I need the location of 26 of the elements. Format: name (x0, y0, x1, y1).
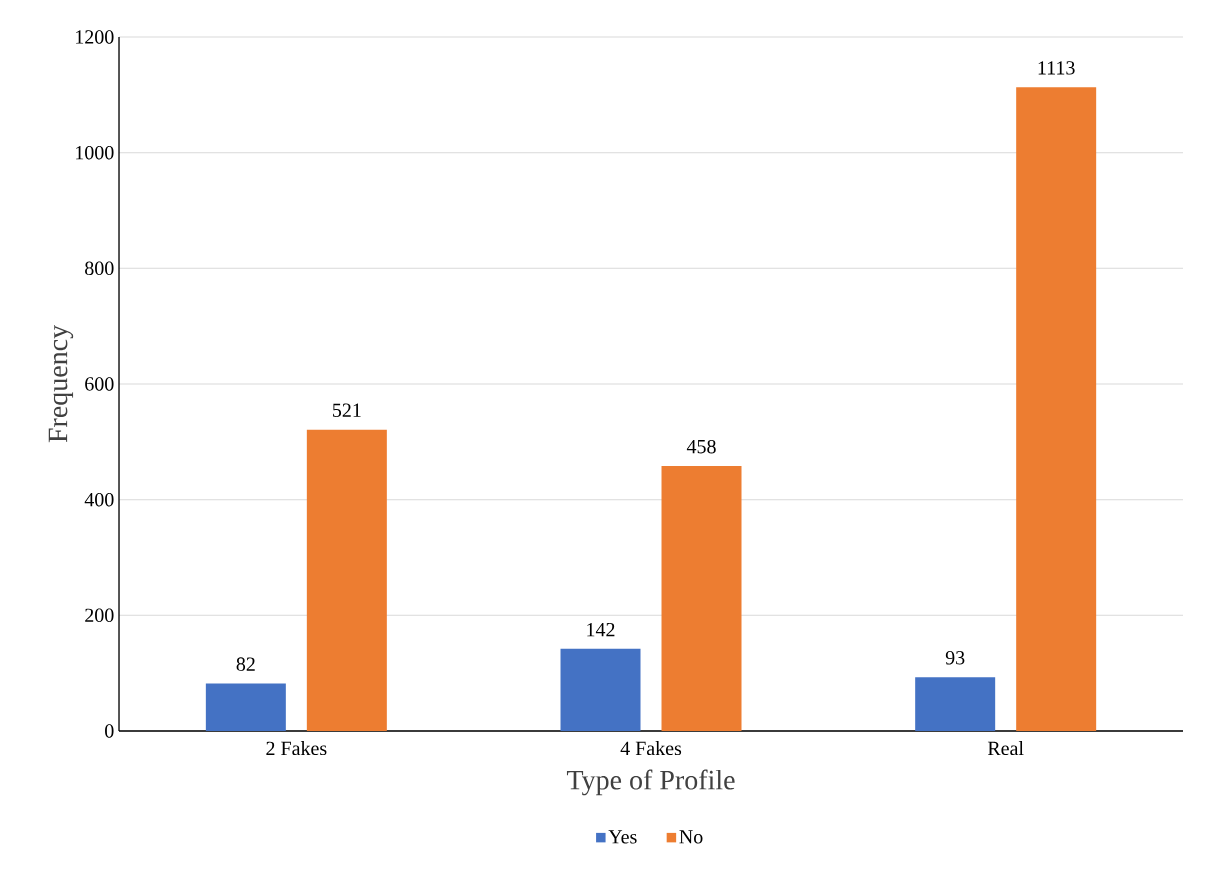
y-tick-label: 0 (105, 724, 114, 738)
bar (915, 677, 996, 731)
legend-label: Yes (608, 830, 637, 844)
data-label: 142 (587, 622, 615, 637)
y-tick-label: 200 (85, 608, 114, 623)
y-tick-label: 400 (84, 492, 114, 507)
data-label: 458 (686, 439, 716, 454)
data-label: 93 (945, 651, 965, 665)
legend-label: No (679, 830, 703, 844)
bar (560, 648, 641, 731)
x-tick-label: 4 Fakes (620, 741, 682, 756)
bar (205, 683, 286, 731)
y-tick-label: 1200 (76, 30, 114, 44)
y-tick-label: 1000 (76, 145, 114, 160)
data-label: 1113 (1038, 61, 1075, 75)
bar (306, 429, 387, 731)
x-tick-label: Real (987, 741, 1024, 756)
y-tick-label: 600 (85, 377, 114, 391)
bar (1016, 87, 1097, 731)
x-tick-label: 2 Fakes (266, 741, 327, 756)
x-axis-title: Type of Profile (566, 769, 735, 796)
y-axis-title: Frequency (48, 325, 74, 443)
data-label: 521 (333, 403, 361, 417)
data-label: 82 (236, 657, 255, 671)
bar (661, 466, 742, 731)
y-tick-label: 800 (85, 261, 114, 276)
